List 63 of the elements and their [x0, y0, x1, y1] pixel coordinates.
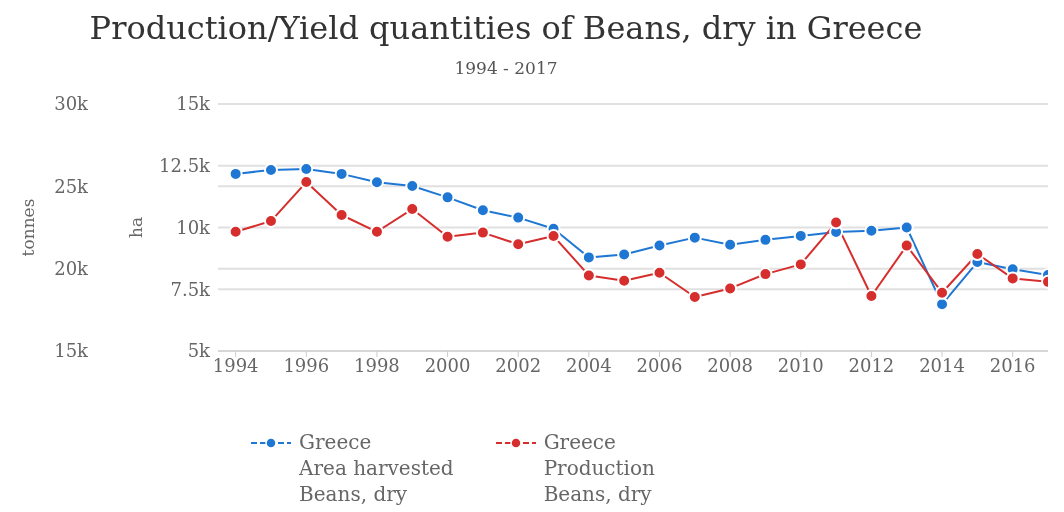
y-tick-label: 7.5k [170, 278, 212, 300]
y-tick-label: 10k [176, 216, 212, 238]
point [652, 265, 667, 280]
y2-tick-label: 15k [54, 340, 90, 362]
point [475, 225, 490, 240]
y2-axis-title: tonnes [18, 198, 39, 257]
point [970, 247, 985, 262]
point [652, 238, 667, 253]
x-tick-label: 2004 [565, 354, 612, 376]
y-tick-label: 12.5k [159, 155, 212, 177]
point [546, 229, 561, 244]
y-axis-title: ha [126, 216, 147, 239]
point [617, 273, 632, 288]
point [687, 230, 702, 245]
point [864, 223, 879, 238]
point [758, 232, 773, 247]
point [864, 289, 879, 303]
point [228, 224, 243, 239]
point [581, 250, 596, 265]
point [723, 237, 738, 252]
legend-label: Greece Area harvested Beans, dry [299, 429, 454, 507]
point [263, 162, 278, 177]
point [723, 281, 738, 296]
point [687, 289, 702, 304]
y2-tick-label: 30k [54, 93, 90, 115]
point [935, 285, 950, 300]
point [369, 224, 384, 239]
y-tick-label: 5k [187, 340, 212, 362]
point [511, 210, 526, 225]
y-tick-label: 15k [176, 93, 212, 115]
x-tick-label: 2010 [777, 354, 824, 376]
x-tick-label: 1996 [283, 354, 330, 376]
x-tick-label: 1998 [354, 354, 400, 376]
legend-label: Greece Production Beans, dry [543, 429, 655, 507]
chart-title: Production/Yield quantities of Beans, dry in Greece [88, 8, 924, 48]
point [511, 237, 526, 252]
x-tick-label: 2006 [636, 354, 683, 376]
point [475, 203, 490, 218]
x-tick-label: 2012 [848, 354, 895, 376]
point [263, 214, 278, 229]
point [440, 229, 455, 244]
y2-tick-label: 25k [54, 175, 90, 197]
y2-tick-label: 20k [54, 258, 90, 280]
x-tick-label: 2014 [919, 354, 965, 376]
point [935, 297, 950, 312]
x-tick-label: 2008 [707, 354, 754, 376]
x-tick-label: 2002 [495, 354, 542, 376]
point [617, 247, 632, 262]
chart-subtitle: 1994 - 2017 [453, 58, 559, 78]
point [793, 257, 808, 272]
point [440, 190, 455, 205]
point [899, 220, 914, 235]
point [1005, 271, 1020, 286]
point [899, 238, 914, 253]
point [334, 207, 349, 222]
point [299, 175, 314, 190]
point [581, 268, 596, 283]
point [829, 215, 844, 230]
x-tick-label: 1994 [212, 354, 259, 376]
point [369, 175, 384, 190]
x-tick-label: 2000 [424, 354, 471, 376]
point [405, 179, 420, 193]
x-tick-label: 2016 [989, 354, 1036, 376]
